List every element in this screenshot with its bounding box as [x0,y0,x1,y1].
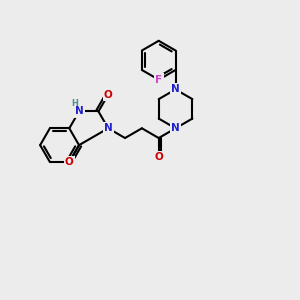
Text: O: O [154,152,163,163]
Text: N: N [171,84,180,94]
Text: O: O [65,157,74,167]
Text: F: F [155,75,162,85]
Text: N: N [75,106,83,116]
Text: H: H [71,99,78,108]
Text: N: N [104,123,112,133]
Text: O: O [104,90,112,100]
Text: N: N [171,123,180,133]
